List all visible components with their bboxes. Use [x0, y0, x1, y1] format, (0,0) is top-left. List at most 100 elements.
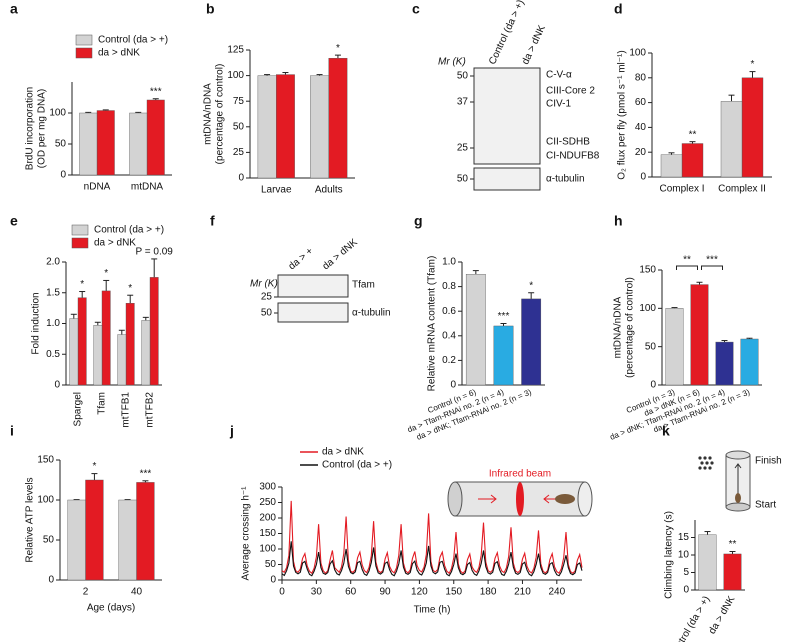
- x-tick-label: 40: [131, 587, 143, 598]
- y-tick-label: 100: [639, 303, 656, 314]
- bar: [741, 77, 764, 178]
- bar: [465, 274, 486, 386]
- tube-end: [577, 481, 593, 517]
- y-tick-label: 0.8: [442, 281, 456, 292]
- x-tick-label: mtTFB2: [145, 392, 156, 428]
- bar: [665, 308, 684, 386]
- x-tick-label: 30: [311, 587, 323, 598]
- y-axis-label: O₂ flux per fly (pmol s⁻¹ ml⁻¹): [617, 50, 628, 179]
- fly: [735, 493, 741, 503]
- tube-inset: Infrared beam: [447, 469, 593, 517]
- x-tick-label: Larvae: [261, 185, 292, 196]
- panel-letter: f: [210, 213, 215, 229]
- inset-label: Finish: [755, 456, 782, 467]
- significance: *: [751, 59, 755, 70]
- x-tick-label: 2: [83, 587, 89, 598]
- size-label: Mr (K): [438, 57, 466, 68]
- significance: *: [104, 268, 108, 279]
- marker-label: 50: [261, 308, 273, 319]
- bar: [118, 499, 137, 581]
- lane-label: da > dNK: [321, 237, 360, 273]
- bar: [310, 75, 329, 179]
- panel-letter: a: [10, 1, 18, 17]
- bar: [136, 482, 155, 581]
- band-label: CI-NDUFB8: [546, 151, 600, 162]
- lane-label: da > dNK: [520, 23, 548, 66]
- y-axis-label: Relative mRNA content (Tfam): [427, 256, 438, 392]
- x-tick-label: nDNA: [84, 182, 111, 193]
- series-line: [281, 500, 583, 575]
- blot-panel: [277, 274, 349, 298]
- size-label: Mr (K): [250, 279, 278, 290]
- panel-letter: j: [229, 423, 234, 439]
- y-axis-label: (percentage of control): [215, 64, 226, 165]
- bar: [117, 334, 127, 386]
- x-tick-label: 210: [514, 587, 531, 598]
- significance: *: [128, 283, 132, 294]
- legend-swatch: [75, 34, 93, 46]
- lane-label: da > +: [287, 246, 316, 273]
- x-axis-label: Age (days): [87, 603, 135, 614]
- bar: [723, 553, 742, 591]
- y-axis-label: Relative ATP levels: [25, 477, 36, 562]
- marker-label: 25: [457, 143, 469, 154]
- y-tick-label: 50: [55, 139, 67, 150]
- marker-label: 37: [457, 97, 469, 108]
- significance: P = 0.09: [136, 247, 174, 258]
- y-tick-label: 0.2: [442, 355, 456, 366]
- bar: [690, 284, 709, 386]
- x-tick-label: Adults: [315, 185, 343, 196]
- y-tick-label: 150: [37, 455, 54, 466]
- bar: [740, 338, 759, 386]
- inset-label: Infrared beam: [489, 469, 551, 480]
- y-tick-label: 60: [635, 97, 647, 108]
- y-tick-label: 0: [60, 170, 66, 181]
- y-tick-label: 0.6: [442, 306, 456, 317]
- bar: [69, 318, 79, 386]
- panel-letter: i: [10, 423, 14, 439]
- x-tick-label: 60: [345, 587, 357, 598]
- x-tick-label: 150: [445, 587, 462, 598]
- y-axis-label: (percentage of control): [625, 277, 636, 378]
- legend-label: Control (da > +): [94, 225, 164, 236]
- y-tick-label: 0: [54, 380, 60, 391]
- panel-letter: e: [10, 213, 18, 229]
- tube-bottom: [725, 502, 751, 512]
- marker-label: 50: [457, 71, 469, 82]
- bar: [146, 99, 165, 176]
- panel-letter: d: [614, 1, 623, 17]
- bracket: [676, 265, 698, 270]
- legend-swatch: [71, 224, 89, 236]
- y-tick-label: 75: [233, 96, 245, 107]
- bar: [257, 75, 277, 179]
- legend-label: Control (da > +): [98, 35, 168, 46]
- y-tick-label: 250: [259, 497, 276, 508]
- y-tick-label: 20: [635, 147, 647, 158]
- y-tick-label: 100: [259, 544, 276, 555]
- y-tick-label: 5: [683, 567, 689, 578]
- y-tick-label: 0.5: [46, 349, 60, 360]
- y-tick-label: 150: [639, 265, 656, 276]
- y-tick-label: 25: [233, 147, 245, 158]
- x-tick-label: Spargel: [73, 392, 84, 426]
- significance: ***: [140, 468, 152, 479]
- y-tick-label: 1.5: [46, 287, 60, 298]
- significance: *: [92, 461, 96, 472]
- x-tick-label: 240: [548, 587, 565, 598]
- y-tick-label: 0: [48, 575, 54, 586]
- blot-panel: [277, 302, 349, 323]
- panel-letter: c: [412, 1, 420, 17]
- bar: [493, 325, 514, 386]
- bar: [276, 74, 295, 179]
- significance: ***: [498, 311, 510, 322]
- y-tick-label: 2.0: [46, 257, 60, 268]
- blot-panel: [473, 167, 541, 191]
- bar: [149, 277, 159, 386]
- legend-label: da > dNK: [94, 238, 136, 249]
- significance: ***: [706, 255, 718, 266]
- tube-top: [725, 450, 751, 460]
- marker-label: 50: [457, 174, 469, 185]
- y-tick-label: 0: [683, 585, 689, 596]
- bar: [67, 499, 86, 581]
